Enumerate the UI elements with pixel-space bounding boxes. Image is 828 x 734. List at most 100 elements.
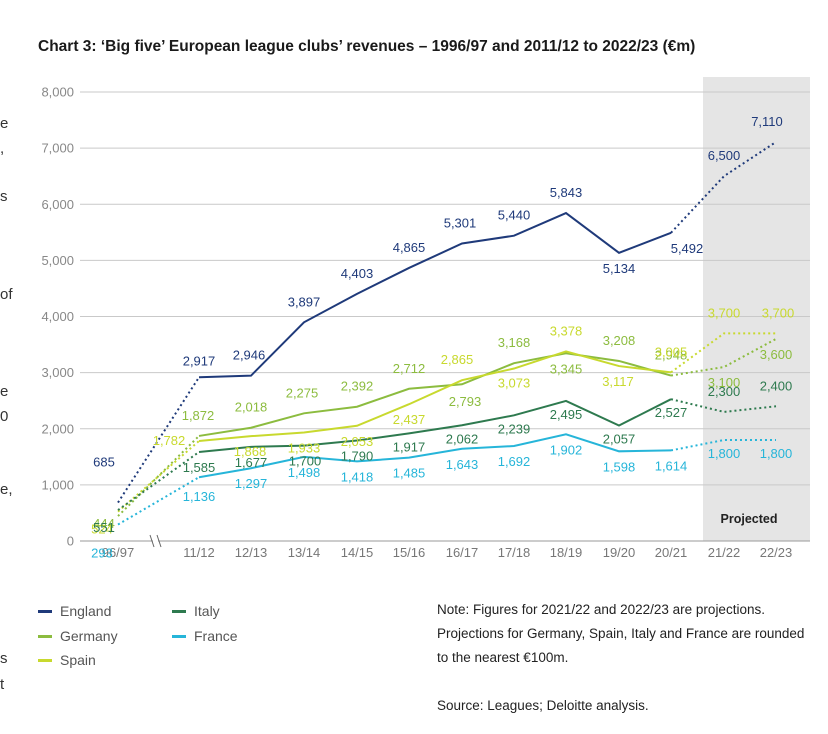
data-label-france: 1,485 [393,466,426,481]
edge-fragment: t [0,676,5,693]
data-label-italy: 1,790 [341,449,374,464]
series-line-italy-historic-link [117,451,200,511]
data-label-england: 5,301 [444,215,477,230]
data-label-spain: 3,073 [498,376,531,391]
data-label-england: 5,440 [498,208,531,223]
legend-label: Germany [60,628,118,644]
data-label-england: 5,134 [603,261,636,276]
series-line-france [198,433,672,479]
axis-break-mark [149,534,155,548]
data-label-england: 7,110 [751,114,783,129]
data-label-england: 3,897 [288,294,321,309]
data-label-france: 1,614 [655,458,688,473]
x-tick-label: 21/22 [708,545,741,560]
data-label-italy: 1,917 [393,439,426,454]
data-label-germany: 2,793 [449,394,482,409]
edge-fragment: s [0,188,8,205]
data-label-germany: 3,345 [550,361,583,376]
data-label-germany: 1,872 [182,408,215,423]
x-tick-label: 14/15 [341,545,374,560]
y-tick-label: 0 [67,534,74,549]
data-label-england: 6,500 [708,148,741,163]
data-label-england: 2,917 [183,353,216,368]
axis-break-mark [156,534,162,548]
data-label-germany: 2,275 [286,385,319,400]
legend-label: England [60,603,112,619]
y-tick-label: 6,000 [41,197,74,212]
edge-fragment: 0 [0,408,9,425]
legend-swatch [172,634,186,638]
data-label-france: 1,498 [288,465,321,480]
data-label-italy: 2,400 [760,378,793,393]
data-label-france: 293 [91,546,113,561]
data-label-spain: 1,933 [288,441,321,456]
data-label-italy: 2,495 [550,407,583,422]
data-label-spain: 3,700 [708,305,741,320]
x-tick-label: 18/19 [550,545,583,560]
data-label-england: 2,946 [233,348,266,363]
x-tick-label: 17/18 [498,545,531,560]
data-label-italy: 2,062 [446,431,479,446]
y-tick-label: 4,000 [41,309,74,324]
chart-note: Note: Figures for 2021/22 and 2022/23 ar… [437,602,805,665]
data-label-germany: 2,948 [655,348,688,363]
data-label-italy: 2,300 [708,384,741,399]
edge-fragment: of [0,286,13,303]
edge-fragment: e, [0,481,13,498]
edge-fragment: s [0,650,8,667]
chart-title: Chart 3: ‘Big five’ European league club… [38,38,696,55]
axis-break-gap [153,539,158,543]
data-label-italy: 1,700 [289,454,322,469]
data-label-germany: 3,100 [708,375,741,390]
data-label-france: 1,136 [183,489,216,504]
x-tick-label: 22/23 [760,545,793,560]
data-label-spain: 3,378 [550,323,583,338]
legend-swatch [172,609,186,613]
data-label-france: 1,598 [603,459,636,474]
legend-item-france: France [172,628,238,644]
legend-label: Italy [194,603,220,619]
data-label-england: 5,492 [671,241,704,256]
legend-item-england: England [38,603,111,619]
x-tick-label: 12/13 [235,545,268,560]
legend-label: France [194,628,238,644]
x-tick-label: 20/21 [655,545,688,560]
data-label-spain: 3,005 [655,344,688,359]
x-tick-label: 19/20 [603,545,636,560]
data-label-italy: 551 [93,520,115,535]
legend-item-italy: Italy [172,603,220,619]
series-line-england-projected [670,141,777,234]
data-label-spain: 524 [91,522,113,537]
x-tick-label: 13/14 [288,545,321,560]
data-label-england: 685 [93,455,115,470]
data-label-england: 5,843 [550,185,583,200]
data-label-germany: 2,018 [235,400,268,415]
series-line-germany [198,352,672,437]
x-tick-label: 11/12 [183,545,215,560]
data-label-italy: 1,677 [235,455,268,470]
y-tick-label: 5,000 [41,253,74,268]
data-label-germany: 2,392 [341,379,374,394]
data-label-france: 1,692 [498,454,531,469]
data-label-spain: 3,117 [602,374,634,389]
series-line-england [198,211,672,379]
series-line-germany-historic-link [117,435,200,517]
legend-swatch [38,634,52,638]
data-label-germany: 444 [93,516,115,531]
chart-source: Source: Leagues; Deloitte analysis. [437,698,649,713]
data-label-germany: 3,208 [603,333,636,348]
y-tick-label: 1,000 [41,477,74,492]
line-chart: Projected 0 1,000 2,000 3,000 4,000 5,000 6,00… [41,77,810,561]
data-label-germany: 3,600 [760,347,793,362]
legend-item-spain: Spain [38,652,96,668]
data-label-spain: 1,782 [153,433,186,448]
x-tick-label: 16/17 [446,545,479,560]
data-label-italy: 2,527 [655,405,688,420]
y-tick-label: 8,000 [41,85,74,100]
data-label-england: 4,403 [341,266,374,281]
data-label-england: 4,865 [393,240,426,255]
x-tick-label: 96/97 [102,545,135,560]
data-label-spain: 2,865 [441,352,474,367]
data-label-germany: 2,712 [393,361,426,376]
data-label-spain: 2,437 [393,412,426,427]
